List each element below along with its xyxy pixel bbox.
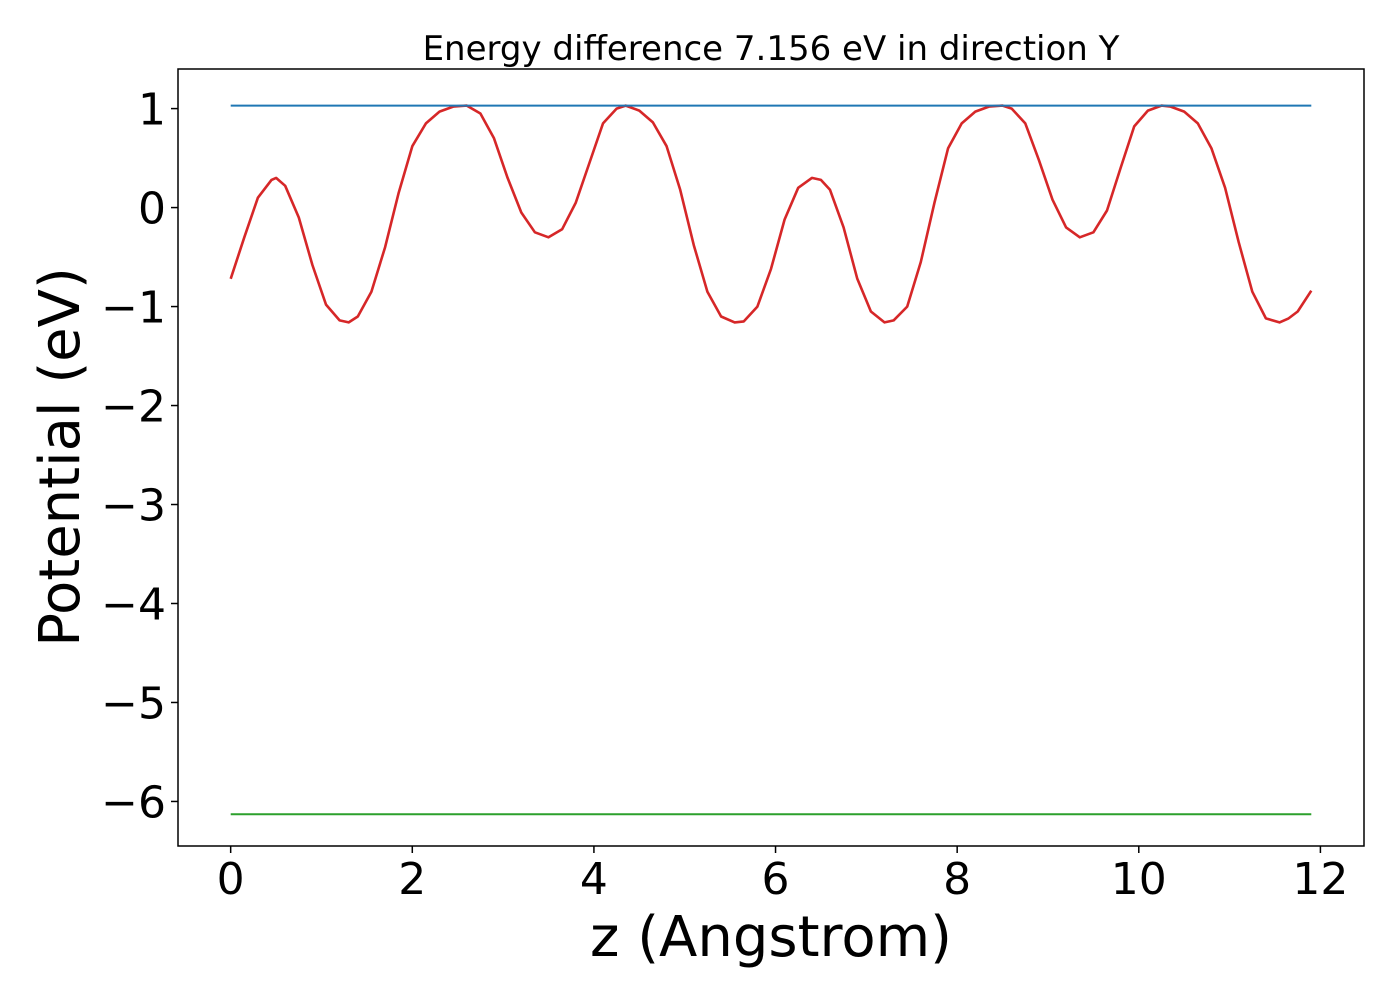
y-tick-label: 1: [138, 85, 166, 136]
chart-title: Energy difference 7.156 eV in direction …: [423, 29, 1120, 69]
x-tick-label: 6: [762, 854, 790, 905]
y-tick-label: −6: [101, 777, 166, 828]
x-tick-label: 2: [398, 854, 426, 905]
y-axis-label: Potential (eV): [28, 267, 93, 647]
x-tick-label: 10: [1111, 854, 1167, 905]
y-tick-label: 0: [138, 184, 166, 235]
plot-frame: [177, 68, 1365, 847]
x-tick-label: 4: [580, 854, 608, 905]
x-tick-label: 12: [1292, 854, 1348, 905]
y-tick-label: −1: [101, 283, 166, 334]
x-tick-label: 0: [217, 854, 245, 905]
y-tick-label: −4: [101, 579, 166, 630]
x-axis-ticks: 0 2 4 6 8 10 12: [217, 846, 1348, 905]
y-tick-label: −5: [101, 678, 166, 729]
potential-curve: [229, 104, 1313, 324]
y-tick-label: −3: [101, 481, 166, 532]
x-axis-label: z (Angstrom): [590, 905, 952, 970]
x-tick-label: 8: [943, 854, 971, 905]
series-layer: [229, 104, 1313, 816]
y-axis-ticks: 1 0 −1 −2 −3 −4 −5 −6: [101, 85, 178, 828]
y-tick-label: −2: [101, 382, 166, 433]
